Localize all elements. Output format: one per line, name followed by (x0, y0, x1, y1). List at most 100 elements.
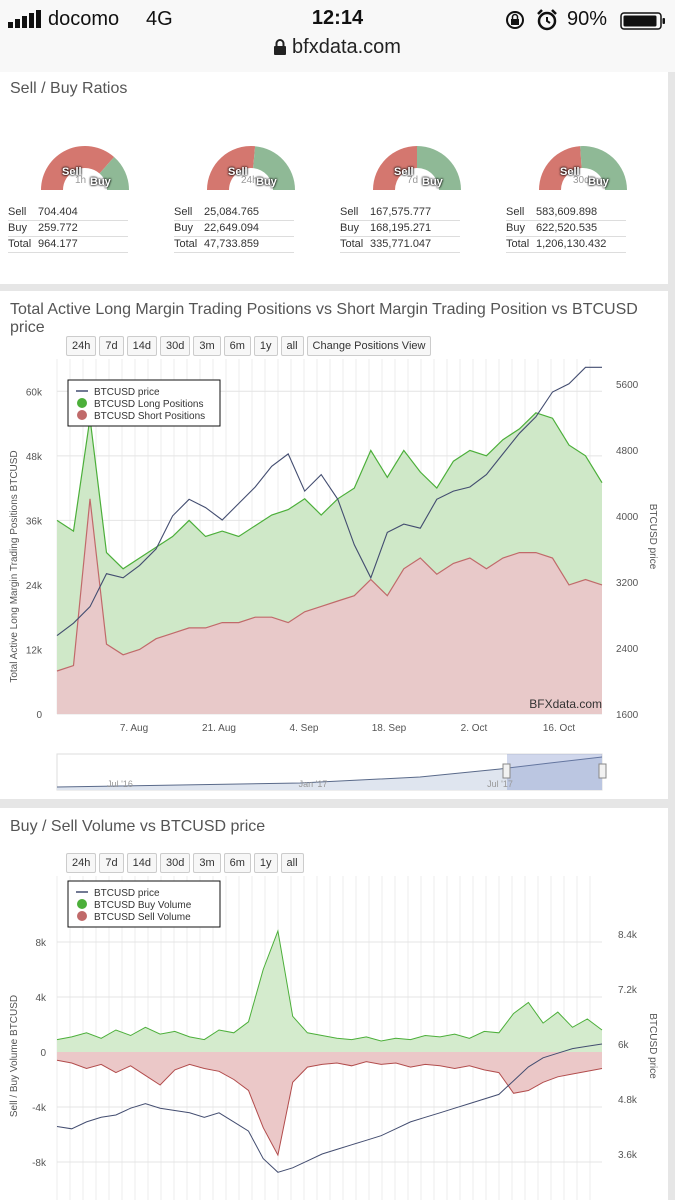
address-bar[interactable]: bfxdata.com (0, 36, 675, 59)
signal-icon (8, 10, 41, 28)
ratio-value: 964.177 (36, 236, 128, 253)
navigator: Jul '16 Jan '17 Jul '17 (56, 753, 607, 791)
ratio-value: 335,771.047 (368, 236, 460, 253)
range-button-all[interactable]: all (280, 853, 304, 873)
legend-swatch-dot (77, 398, 87, 408)
y-tick-label: 8k (35, 938, 47, 949)
y-tick-label: 0 (36, 710, 42, 721)
gauge-sell-label: Sell (228, 166, 248, 178)
range-button-30d[interactable]: 30d (159, 336, 191, 356)
ratio-row-total: Total 47,733.859 (174, 236, 294, 253)
gauge-arc (373, 146, 461, 190)
ratio-row-total: Total 335,771.047 (340, 236, 460, 253)
network-type: 4G (146, 8, 173, 30)
sell-arc (41, 146, 115, 190)
range-button-all[interactable]: all (280, 336, 304, 356)
volume-range-selector: 24h 7d 14d 30d 3m 6m 1y all (66, 853, 304, 873)
ratio-key: Buy (340, 220, 368, 237)
gauge-period-label: 30d (573, 175, 590, 186)
gauge-sell-label: Sell (560, 166, 580, 178)
gauge-buy-label: Buy (256, 176, 277, 188)
navigator-selection (507, 754, 602, 790)
battery-percent: 90% (567, 8, 608, 30)
status-bar: docomo 4G 12:14 90% bfxdata.com (0, 0, 675, 72)
sell-volume-area (57, 1052, 602, 1156)
y-tick-label: 4k (35, 993, 47, 1004)
sell-arc (373, 146, 417, 190)
range-button-7d[interactable]: 7d (99, 336, 124, 356)
range-button-1y[interactable]: 1y (253, 853, 278, 873)
y-axis-label: Total Active Long Margin Trading Positio… (9, 450, 20, 682)
legend-swatch-dot (77, 899, 87, 909)
change-positions-view-button[interactable]: Change Positions View (306, 336, 432, 356)
legend-entry: BTCUSD Long Positions (94, 399, 204, 410)
y2-tick-label: 7.2k (618, 985, 638, 996)
ratios-title: Sell / Buy Ratios (10, 80, 128, 97)
ratio-value: 168,195.271 (368, 220, 460, 237)
legend-box (67, 379, 221, 427)
ratio-row-buy: Buy 168,195.271 (340, 220, 460, 237)
legend-entry: BTCUSD Sell Volume (94, 912, 191, 923)
y2-tick-label: 5600 (616, 380, 639, 391)
ratio-row-buy: Buy 22,649.094 (174, 220, 294, 237)
ratio-key: Buy (174, 220, 202, 237)
legend-swatch-dot (77, 911, 87, 921)
volume-title: Buy / Sell Volume vs BTCUSD price (10, 818, 266, 835)
clock: 12:14 (311, 7, 364, 29)
ratios-panel: Sell / Buy Ratios 1h Sell Buy Sell 704.404 Bu… (0, 72, 668, 284)
ratio-row-total: Total 964.177 (8, 236, 128, 253)
y-tick-label: 48k (26, 452, 43, 463)
range-button-14d[interactable]: 14d (126, 336, 157, 356)
sell-volume-line (56, 1059, 603, 1157)
navigator-line (56, 756, 603, 788)
ratio-key: Sell (506, 204, 534, 221)
ratio-key: Sell (340, 204, 368, 221)
legend-entry: BTCUSD Buy Volume (94, 900, 192, 911)
gauge-sell-label: Sell (394, 166, 414, 178)
y-tick-label: -8k (32, 1158, 47, 1169)
ratio-key: Buy (8, 220, 36, 237)
navigator-label: Jan '17 (299, 779, 328, 789)
gauge-buy-label: Buy (588, 176, 609, 188)
range-button-30d[interactable]: 30d (159, 853, 191, 873)
long-line (56, 412, 603, 570)
range-button-6m[interactable]: 6m (223, 853, 251, 873)
positions-chart: 0 12k 24k 36k 48k 60k 1600 2400 3200 4000 4800 5600… (9, 359, 658, 791)
ratio-table: Sell 167,575.777 Buy 168,195.271 Total 335,77… (340, 204, 460, 253)
range-button-24h[interactable]: 24h (66, 336, 97, 356)
ratio-row-buy: Buy 259.772 (8, 220, 128, 237)
positions-range-selector: 24h 7d 14d 30d 3m 6m 1y all Change Positions Vie… (66, 336, 432, 356)
x-tick-label: 16. Oct (543, 723, 575, 734)
volume-panel: Buy / Sell Volume vs BTCUSD price 24h 7d 1… (0, 808, 668, 1200)
ratio-value: 583,609.898 (534, 204, 626, 221)
x-tick-label: 2. Oct (461, 723, 488, 734)
y2-tick-label: 3200 (616, 578, 639, 589)
x-tick-label: 7. Aug (120, 723, 148, 734)
range-button-3m[interactable]: 3m (193, 336, 221, 356)
gauge-buy-label: Buy (422, 176, 443, 188)
range-button-24h[interactable]: 24h (66, 853, 97, 873)
ratio-key: Total (8, 236, 36, 253)
range-button-1y[interactable]: 1y (253, 336, 278, 356)
short-area (57, 498, 602, 714)
y-axis-label: Sell / Buy Volume BTCUSD (9, 995, 20, 1117)
ratio-key: Total (506, 236, 534, 253)
legend-entry: BTCUSD price (94, 387, 160, 398)
ratio-key: Total (340, 236, 368, 253)
ratio-value: 167,575.777 (368, 204, 460, 221)
sell-arc (539, 146, 582, 190)
range-button-14d[interactable]: 14d (126, 853, 157, 873)
ratio-row-buy: Buy 622,520.535 (506, 220, 626, 237)
range-button-6m[interactable]: 6m (223, 336, 251, 356)
ratio-value: 25,084.765 (202, 204, 294, 221)
y2-tick-label: 4800 (616, 446, 639, 457)
range-button-7d[interactable]: 7d (99, 853, 124, 873)
gauge-period-label: 24h (241, 175, 258, 186)
ratio-value: 259.772 (36, 220, 128, 237)
x-tick-label: 4. Sep (290, 723, 319, 734)
ratio-value: 1,206,130.432 (534, 236, 626, 253)
range-button-3m[interactable]: 3m (193, 853, 221, 873)
gauge-period-label: 1h (75, 175, 87, 186)
x-tick-label: 18. Sep (372, 723, 407, 734)
navigator-handle-right (598, 763, 607, 779)
